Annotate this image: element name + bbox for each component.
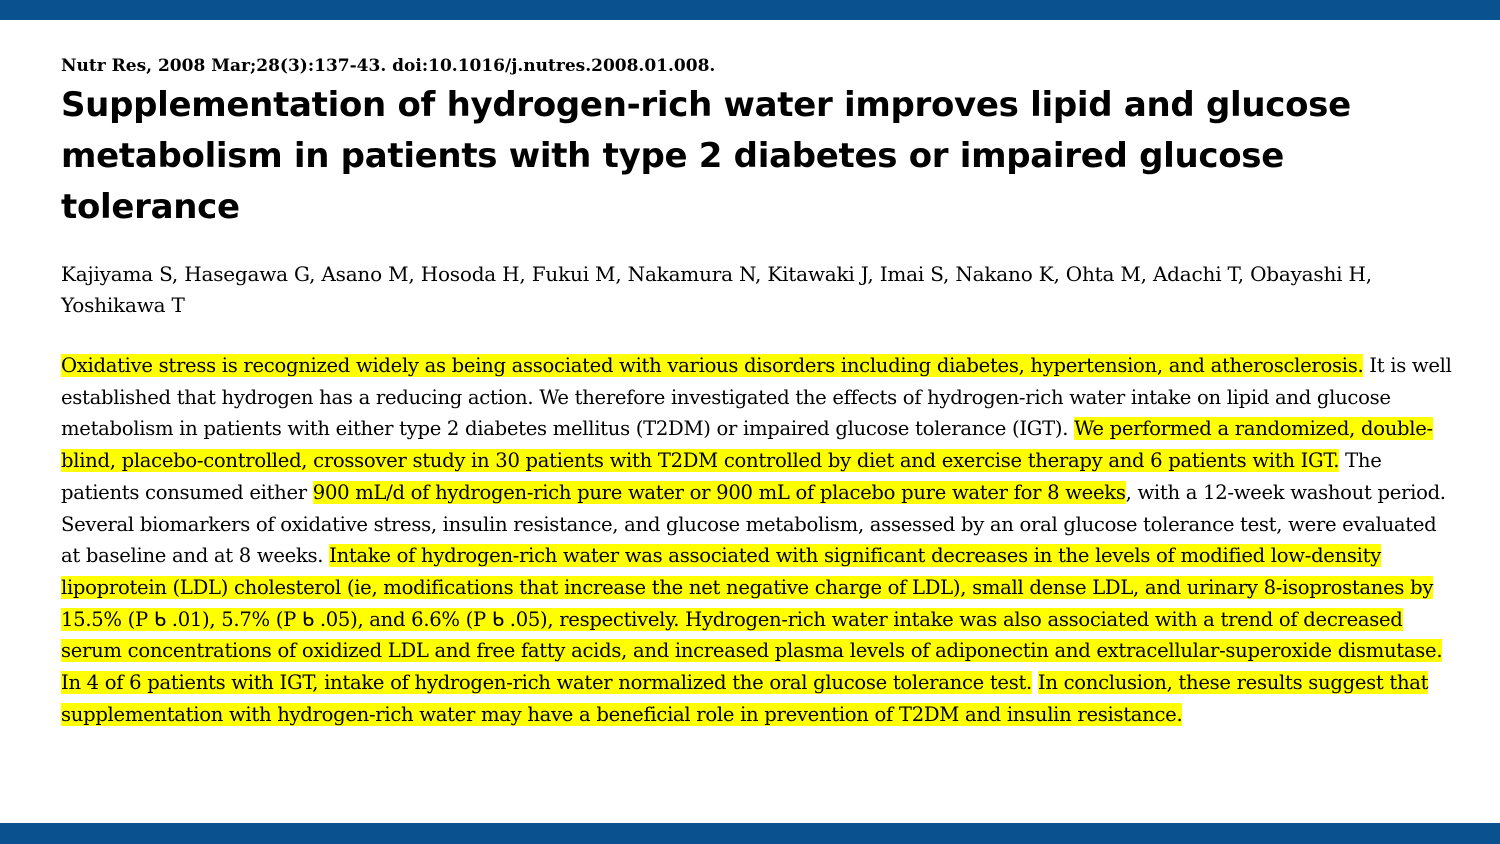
citation-line: Nutr Res, 2008 Mar;28(3):137-43. doi:10.… (61, 56, 716, 76)
bottom-accent-band (0, 823, 1500, 844)
abstract-segment: 900 mL/d of hydrogen-rich pure water or … (312, 480, 1126, 504)
author-list: Kajiyama S, Hasegawa G, Asano M, Hosoda … (61, 262, 1372, 317)
paper-title: Supplementation of hydrogen-rich water i… (61, 85, 1351, 227)
abstract-segment: It is well established that hydrogen has… (61, 354, 1452, 441)
abstract-segment: The patients consumed either (61, 449, 1382, 504)
abstract-segment: , with a 12-week washout period. Several… (61, 480, 1446, 568)
top-accent-band (0, 0, 1500, 20)
abstract-segment: Oxidative stress is recognized widely as… (61, 354, 1364, 377)
abstract-paragraph: Oxidative stress is recognized widely as… (61, 350, 1461, 730)
